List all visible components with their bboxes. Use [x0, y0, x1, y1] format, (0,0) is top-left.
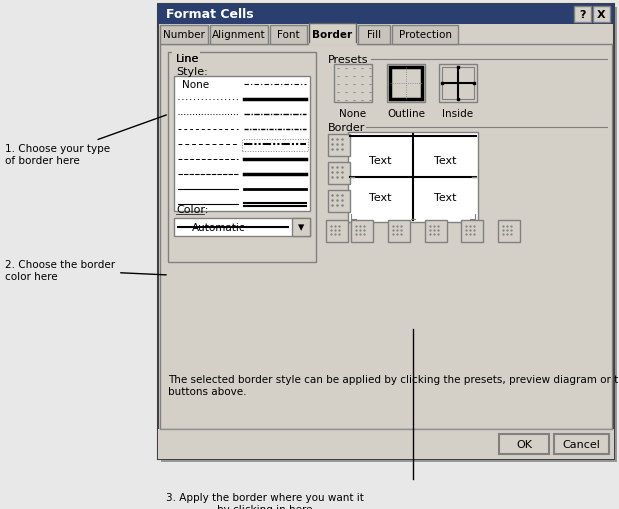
- Text: Text: Text: [434, 192, 456, 203]
- Text: ▾: ▾: [298, 221, 304, 234]
- Bar: [574, 7, 591, 23]
- Text: None: None: [339, 109, 366, 119]
- Bar: [387, 65, 425, 103]
- Bar: [554, 434, 609, 454]
- Text: Presets: Presets: [328, 55, 368, 65]
- Text: Text: Text: [369, 156, 391, 165]
- Bar: [158, 5, 614, 459]
- Text: Alignment: Alignment: [212, 30, 266, 40]
- Bar: [168, 53, 316, 263]
- Bar: [160, 26, 208, 45]
- Bar: [161, 8, 617, 462]
- Bar: [309, 24, 356, 45]
- Bar: [328, 191, 350, 213]
- Text: None: None: [182, 80, 209, 90]
- Text: Line: Line: [176, 54, 199, 64]
- Text: Color:: Color:: [176, 205, 209, 215]
- Bar: [334, 65, 372, 103]
- Bar: [292, 218, 310, 237]
- Text: Inside: Inside: [443, 109, 474, 119]
- Text: Format Cells: Format Cells: [166, 9, 254, 21]
- Text: Fill: Fill: [367, 30, 381, 40]
- Bar: [328, 135, 350, 157]
- Bar: [425, 220, 447, 242]
- Bar: [158, 429, 614, 459]
- Text: Cancel: Cancel: [562, 439, 600, 449]
- Bar: [439, 65, 477, 103]
- Bar: [174, 218, 310, 237]
- Text: X: X: [597, 10, 605, 20]
- Text: Style:: Style:: [176, 67, 208, 77]
- Bar: [328, 163, 350, 185]
- Text: Font: Font: [277, 30, 300, 40]
- Text: The selected border style can be applied by clicking the presets, preview diagra: The selected border style can be applied…: [168, 374, 619, 396]
- Text: 1. Choose your type
of border here: 1. Choose your type of border here: [5, 116, 167, 165]
- Bar: [174, 77, 310, 212]
- Text: ?: ?: [579, 10, 585, 20]
- Text: Text: Text: [369, 192, 391, 203]
- Text: Border: Border: [313, 30, 353, 40]
- Bar: [270, 26, 307, 45]
- Text: Automatic: Automatic: [192, 222, 246, 233]
- Text: Outline: Outline: [387, 109, 425, 119]
- Text: Text: Text: [434, 156, 456, 165]
- Bar: [172, 52, 200, 62]
- Bar: [351, 220, 373, 242]
- Bar: [326, 220, 348, 242]
- Bar: [461, 220, 483, 242]
- Text: Border: Border: [328, 123, 365, 133]
- Bar: [388, 220, 410, 242]
- Text: 2. Choose the border
color here: 2. Choose the border color here: [5, 260, 167, 281]
- Text: Number: Number: [163, 30, 205, 40]
- Bar: [158, 5, 614, 25]
- Bar: [358, 26, 390, 45]
- Bar: [210, 26, 268, 45]
- Text: 3. Apply the border where you want it
by clicking in here: 3. Apply the border where you want it by…: [166, 492, 364, 509]
- Bar: [242, 140, 308, 152]
- Text: OK: OK: [516, 439, 532, 449]
- Bar: [442, 68, 474, 100]
- Text: Line: Line: [176, 54, 199, 64]
- Bar: [498, 220, 520, 242]
- Text: Protection: Protection: [399, 30, 451, 40]
- Bar: [392, 26, 458, 45]
- Bar: [593, 7, 610, 23]
- Bar: [160, 45, 612, 429]
- Bar: [499, 434, 549, 454]
- Bar: [348, 133, 478, 222]
- Bar: [390, 68, 422, 100]
